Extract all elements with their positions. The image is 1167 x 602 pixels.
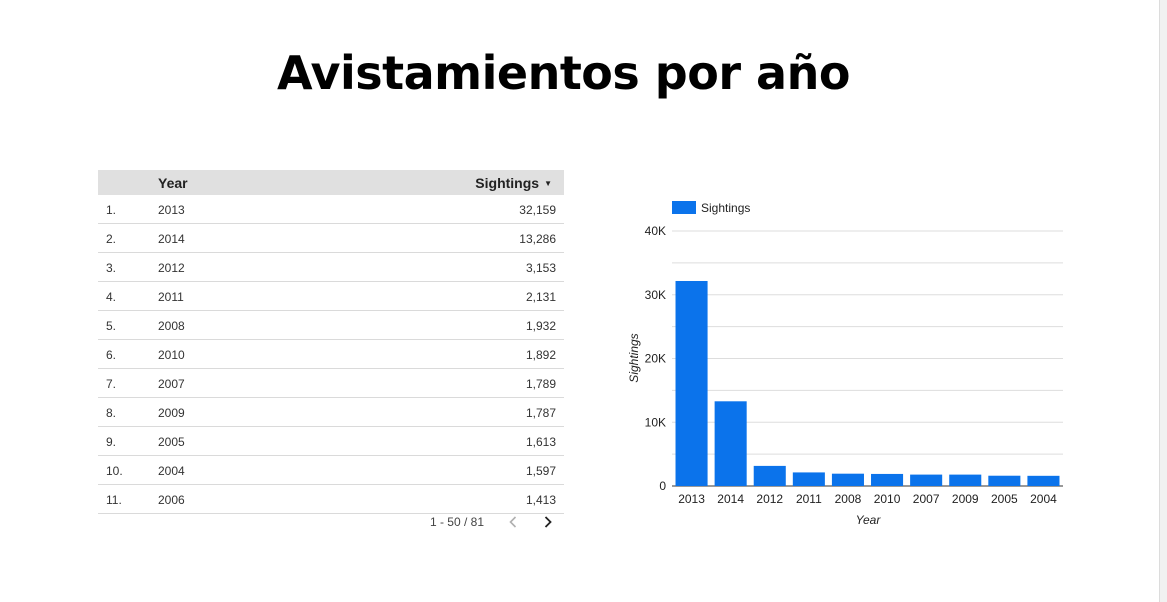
row-year: 2014 xyxy=(158,232,185,246)
row-sightings: 3,153 xyxy=(525,261,556,275)
table-body: 1. 2013 32,159 2. 2014 13,286 3. 2012 3,153 4. 201… xyxy=(98,195,564,514)
table-row[interactable]: 4. 2011 2,131 xyxy=(98,282,564,311)
x-tick-label: 2011 xyxy=(796,492,822,506)
legend-swatch xyxy=(672,201,696,214)
bar[interactable] xyxy=(988,475,1021,486)
x-tick-label: 2010 xyxy=(874,492,901,506)
previous-page-button[interactable] xyxy=(502,511,524,533)
row-sightings: 1,789 xyxy=(525,377,556,391)
x-axis-title: Year xyxy=(856,513,882,527)
row-index: 4. xyxy=(106,290,117,304)
row-sightings: 1,613 xyxy=(525,435,556,449)
bar[interactable] xyxy=(714,401,747,486)
row-year: 2011 xyxy=(158,290,184,304)
table-row[interactable]: 8. 2009 1,787 xyxy=(98,398,564,427)
row-year: 2013 xyxy=(158,203,185,217)
x-tick-label: 2007 xyxy=(913,492,940,506)
x-tick-label: 2008 xyxy=(835,492,862,506)
row-index: 11. xyxy=(106,493,122,507)
row-year: 2005 xyxy=(158,435,185,449)
table-row[interactable]: 11. 2006 1,413 xyxy=(98,485,564,514)
row-index: 8. xyxy=(106,406,117,420)
row-index: 7. xyxy=(106,377,117,391)
y-axis-title: Sightings xyxy=(627,333,641,382)
row-year: 2010 xyxy=(158,348,185,362)
chevron-right-icon xyxy=(544,516,552,528)
bar[interactable] xyxy=(871,473,904,486)
row-sightings: 13,286 xyxy=(519,232,556,246)
row-sightings: 1,597 xyxy=(525,464,556,478)
table-row[interactable]: 7. 2007 1,789 xyxy=(98,369,564,398)
x-tick-label: 2013 xyxy=(678,492,705,506)
chevron-left-icon xyxy=(509,516,517,528)
y-tick-label: 30K xyxy=(645,288,666,302)
x-tick-label: 2005 xyxy=(991,492,1018,506)
row-sightings: 32,159 xyxy=(519,203,556,217)
row-year: 2012 xyxy=(158,261,185,275)
table-row[interactable]: 10. 2004 1,597 xyxy=(98,456,564,485)
row-index: 2. xyxy=(106,232,117,246)
pagination-label: 1 - 50 / 81 xyxy=(429,515,484,529)
table-row[interactable]: 6. 2010 1,892 xyxy=(98,340,564,369)
page-title: Avistamientos por año xyxy=(277,46,850,100)
x-tick-label: 2004 xyxy=(1030,492,1057,506)
table-row[interactable]: 1. 2013 32,159 xyxy=(98,195,564,224)
row-index: 6. xyxy=(106,348,117,362)
table-row[interactable]: 3. 2012 3,153 xyxy=(98,253,564,282)
row-year: 2007 xyxy=(158,377,185,391)
bar[interactable] xyxy=(910,474,943,486)
row-year: 2008 xyxy=(158,319,185,333)
row-sightings: 1,413 xyxy=(525,493,556,507)
bar[interactable] xyxy=(1027,475,1060,486)
bar[interactable] xyxy=(675,280,708,486)
row-sightings: 2,131 xyxy=(525,290,556,304)
row-sightings: 1,892 xyxy=(525,348,556,362)
sort-descending-icon: ▼ xyxy=(544,179,552,188)
row-index: 3. xyxy=(106,261,117,275)
x-tick-label: 2014 xyxy=(717,492,744,506)
table-header: Year Sightings ▼ xyxy=(98,170,564,195)
row-year: 2009 xyxy=(158,406,185,420)
row-year: 2006 xyxy=(158,493,185,507)
row-index: 10. xyxy=(106,464,123,478)
row-index: 9. xyxy=(106,435,117,449)
y-tick-label: 10K xyxy=(645,415,666,429)
row-index: 1. xyxy=(106,203,117,217)
column-header-sightings[interactable]: Sightings ▼ xyxy=(475,175,552,191)
y-tick-label: 20K xyxy=(645,352,666,366)
bar[interactable] xyxy=(831,473,864,486)
page-scrollbar[interactable] xyxy=(1159,0,1167,602)
column-header-sightings-label: Sightings xyxy=(475,175,540,191)
x-tick-label: 2009 xyxy=(952,492,979,506)
bar[interactable] xyxy=(792,472,825,486)
row-index: 5. xyxy=(106,319,117,333)
column-header-year[interactable]: Year xyxy=(158,175,188,191)
table-row[interactable]: 9. 2005 1,613 xyxy=(98,427,564,456)
table-row[interactable]: 2. 2014 13,286 xyxy=(98,224,564,253)
y-tick-label: 0 xyxy=(659,479,666,493)
row-sightings: 1,932 xyxy=(525,319,556,333)
next-page-button[interactable] xyxy=(537,511,559,533)
bar[interactable] xyxy=(949,474,982,486)
x-tick-label: 2012 xyxy=(756,492,783,506)
y-tick-label: 40K xyxy=(645,224,666,238)
pagination: 1 - 50 / 81 xyxy=(98,510,564,534)
bar[interactable] xyxy=(753,465,786,486)
sightings-table: Year Sightings ▼ 1. 2013 32,159 2. 2014 13,286… xyxy=(98,170,564,514)
table-row[interactable]: 5. 2008 1,932 xyxy=(98,311,564,340)
row-sightings: 1,787 xyxy=(525,406,556,420)
row-year: 2004 xyxy=(158,464,185,478)
legend-label: Sightings xyxy=(701,201,750,215)
